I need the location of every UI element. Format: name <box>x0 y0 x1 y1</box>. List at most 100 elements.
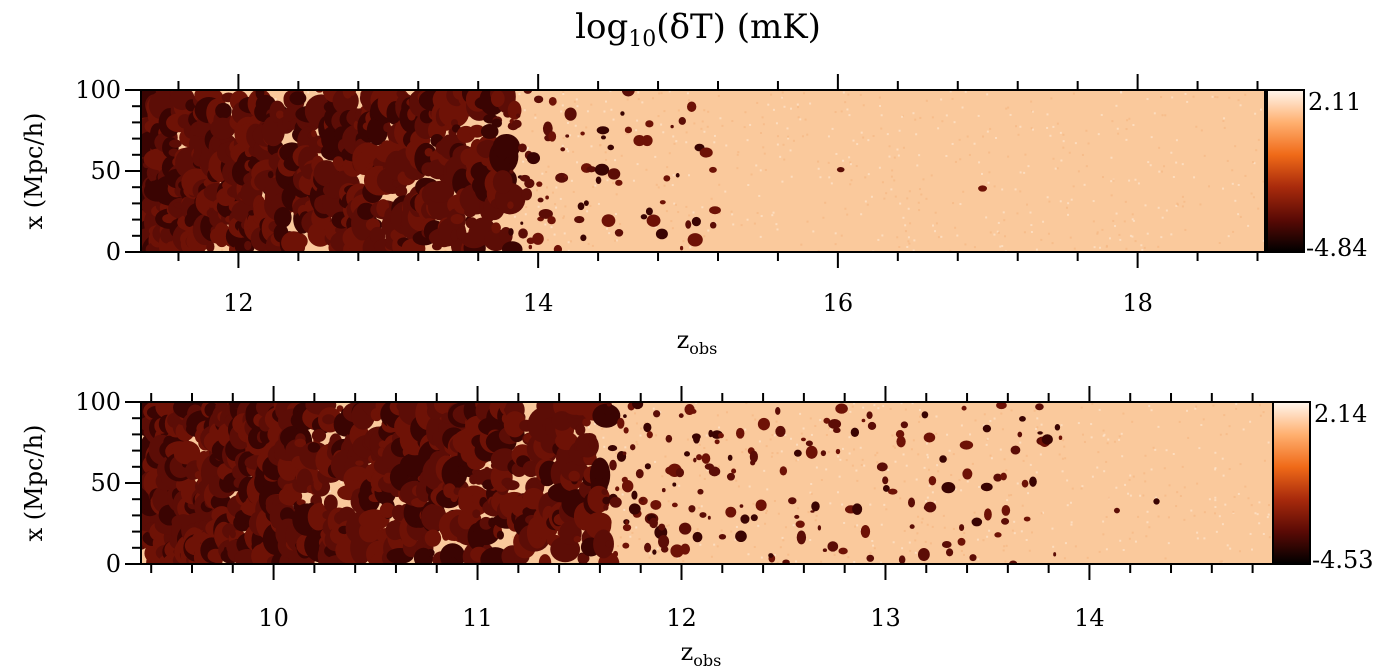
ionized-bubble <box>593 529 614 559</box>
ionized-bubble <box>805 440 813 447</box>
y-tick-label: 0 <box>106 550 121 578</box>
ionized-bubble <box>984 508 992 521</box>
ionized-bubble <box>425 507 443 532</box>
ionized-bubble <box>957 537 966 546</box>
colorbar-max-label: 2.14 <box>1314 400 1367 428</box>
ionized-bubble <box>836 167 845 173</box>
ionized-bubble <box>538 208 553 219</box>
ionized-bubble <box>625 520 629 525</box>
ionized-bubble <box>941 541 952 549</box>
ionized-bubble <box>450 229 459 242</box>
ionized-bubble <box>366 116 388 146</box>
ionized-bubble <box>545 195 549 200</box>
y-tick-label: 50 <box>90 469 121 497</box>
ionized-bubble <box>982 424 992 433</box>
ionized-bubble <box>739 504 744 508</box>
ionized-bubble <box>644 542 652 553</box>
colorbar-max-label: 2.11 <box>1308 88 1361 116</box>
ionized-bubble <box>699 512 707 518</box>
ionized-bubble <box>726 472 735 481</box>
ionized-bubble <box>800 437 806 442</box>
ionized-bubble <box>958 524 965 531</box>
ionized-bubble <box>518 228 528 239</box>
ionized-bubble <box>307 442 321 453</box>
ionized-bubble <box>197 245 205 252</box>
ionized-bubble <box>685 220 692 229</box>
ionized-bubble <box>586 166 597 173</box>
ionized-bubble <box>795 520 805 528</box>
ionized-bubble <box>1000 472 1007 481</box>
ionized-bubble <box>503 411 527 438</box>
ionized-bubble <box>1029 476 1037 487</box>
ionized-bubble <box>750 514 758 522</box>
ionized-bubble <box>294 438 306 448</box>
ionized-bubble <box>876 462 888 472</box>
ionized-bubble <box>678 117 686 125</box>
ionized-bubble <box>658 523 666 531</box>
ionized-bubble <box>1021 479 1029 488</box>
ionized-bubble <box>580 131 585 136</box>
ionized-bubble <box>267 170 274 179</box>
ionized-bubble <box>528 244 533 250</box>
ionized-bubble <box>693 457 697 463</box>
ionized-bubble <box>275 110 284 119</box>
ionized-bubble <box>996 402 1007 410</box>
ionized-bubble <box>861 418 866 423</box>
ionized-bubble <box>501 241 523 252</box>
ionized-bubble <box>690 408 697 414</box>
ionized-bubble <box>158 402 168 409</box>
ionized-bubble <box>887 488 898 495</box>
ionized-bubble <box>908 497 916 508</box>
ionized-bubble <box>594 163 610 176</box>
ionized-bubble <box>646 214 661 227</box>
ionized-bubble <box>278 486 303 506</box>
ionized-bubble <box>274 207 292 228</box>
x-axis-label: zobs <box>681 638 722 670</box>
ionized-bubble <box>547 216 556 225</box>
heatmap-image <box>141 402 1273 564</box>
ionized-bubble <box>782 559 790 564</box>
ionized-bubble <box>606 402 612 407</box>
ionized-bubble <box>583 200 589 207</box>
ionized-bubble <box>941 482 956 494</box>
y-axis-label: x (Mpc/h) <box>20 113 48 230</box>
x-tick-label: 18 <box>1122 289 1153 317</box>
ionized-bubble <box>604 540 614 548</box>
ionized-bubble <box>867 421 877 430</box>
ionized-bubble <box>348 90 357 96</box>
ionized-bubble <box>740 514 750 524</box>
x-tick-label: 11 <box>462 604 493 632</box>
ionized-bubble <box>805 445 818 459</box>
ionized-bubble <box>601 214 616 228</box>
ionized-bubble <box>980 482 993 492</box>
ionized-bubble <box>1017 431 1023 438</box>
ionized-bubble <box>775 425 786 438</box>
ionized-bubble <box>582 418 591 427</box>
ionized-bubble <box>322 414 336 425</box>
ionized-bubble <box>1037 431 1043 435</box>
ionized-bubble <box>532 232 544 245</box>
ionized-bubble <box>439 543 466 564</box>
ionized-bubble <box>643 422 652 433</box>
ionized-bubble <box>520 221 524 225</box>
ionized-bubble <box>735 530 747 543</box>
ionized-bubble <box>332 156 344 168</box>
ionized-bubble <box>603 504 609 511</box>
ionized-bubble <box>1001 518 1010 525</box>
ionized-bubble <box>1053 552 1057 557</box>
colorbar <box>1266 89 1305 253</box>
x-tick-label: 14 <box>1074 604 1105 632</box>
ionized-bubble <box>607 144 615 151</box>
ionized-bubble <box>538 554 552 564</box>
bottom-panel: 2.14 -4.53 10 11 12 13 14 0 50 100 zobs x (Mpc/h) <box>20 386 1374 670</box>
ionized-bubble <box>621 90 635 97</box>
ionized-bubble <box>522 460 540 478</box>
ionized-bubble <box>496 530 504 540</box>
ionized-bubble <box>644 463 651 470</box>
ionized-bubble <box>655 228 668 240</box>
ionized-bubble <box>882 485 890 492</box>
ionized-bubble <box>576 437 599 458</box>
ionized-bubble <box>580 234 587 242</box>
x-tick-label: 12 <box>223 289 254 317</box>
